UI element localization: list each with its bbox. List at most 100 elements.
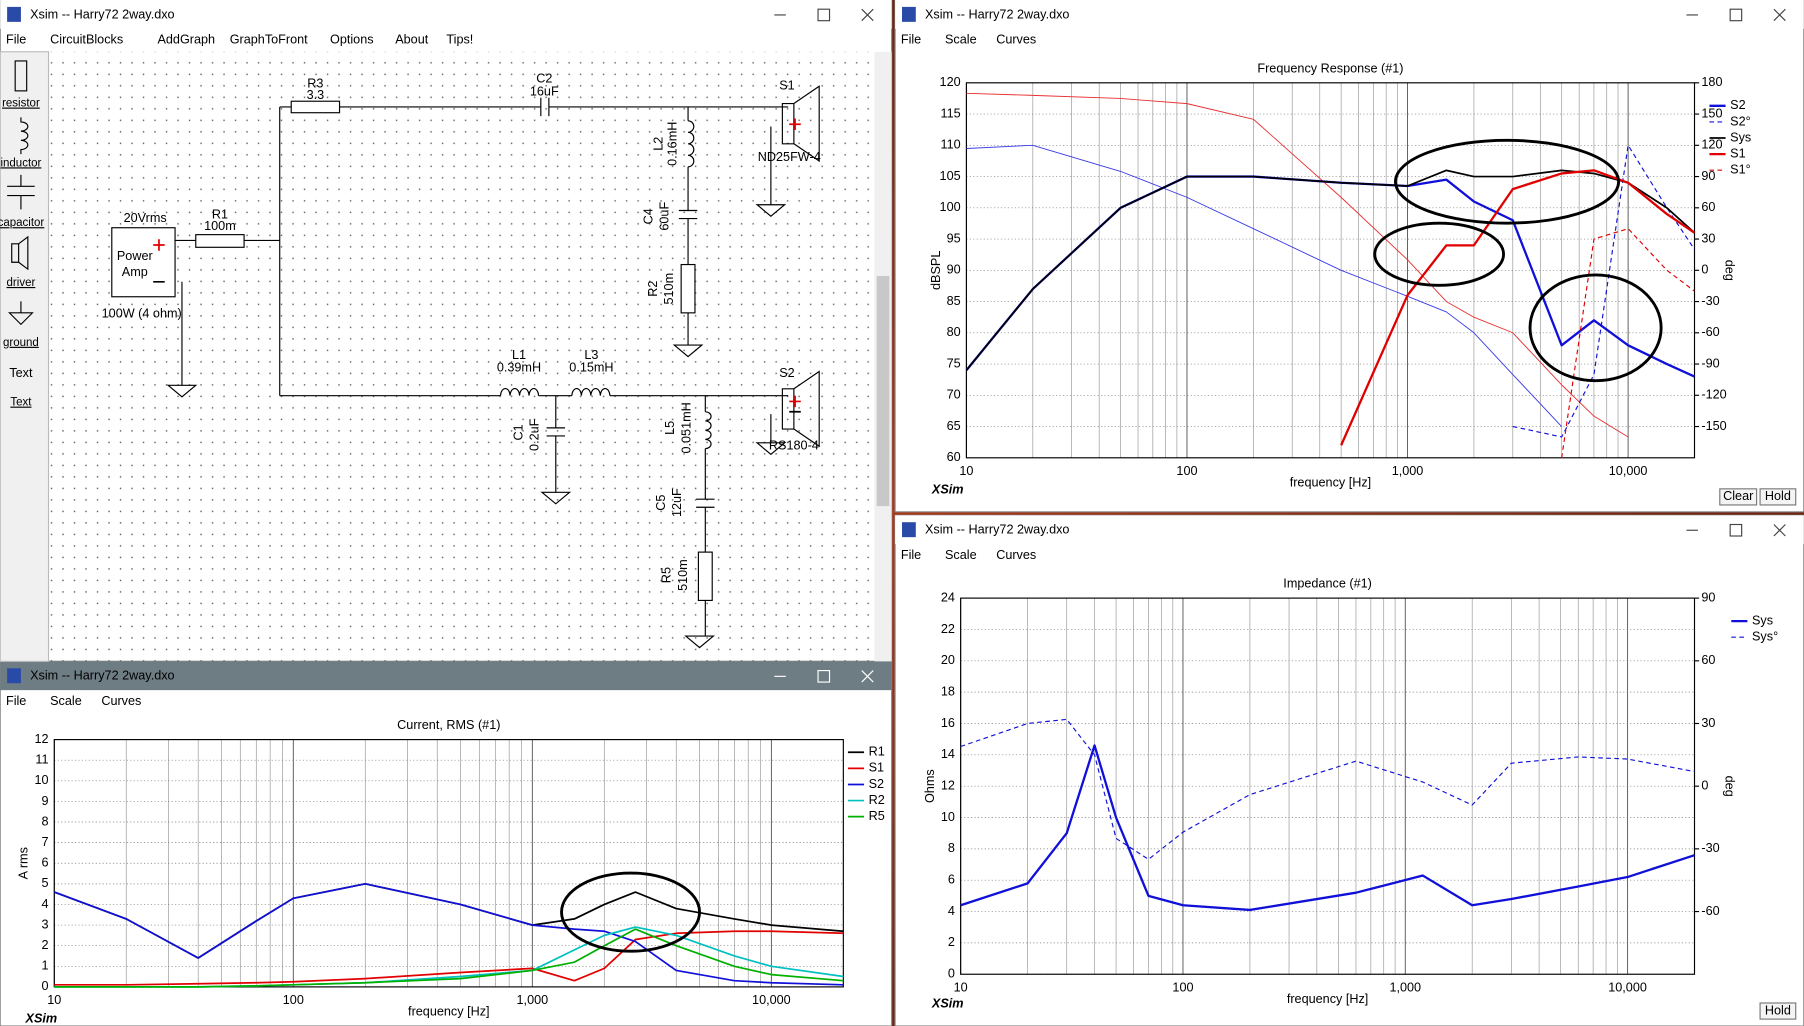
series-line <box>1512 144 1695 438</box>
x-axis-label: frequency [Hz] <box>1290 475 1372 489</box>
y2-tick-label: 0 <box>1701 263 1708 277</box>
app-icon <box>7 6 21 22</box>
menu-item[interactable]: About <box>395 33 429 47</box>
close-button[interactable] <box>1773 8 1786 22</box>
menu-item[interactable]: Curves <box>996 548 1036 562</box>
menu-item[interactable]: File <box>901 33 921 47</box>
component-label: S2 <box>779 366 794 380</box>
annotation <box>1528 273 1663 383</box>
y2-tick-label: 30 <box>1701 716 1715 730</box>
chart-title: Frequency Response (#1) <box>1257 61 1403 75</box>
y2-tick-label: -30 <box>1701 294 1719 308</box>
y-tick-label: 2 <box>948 935 955 949</box>
menu-item[interactable]: CircuitBlocks <box>50 33 123 47</box>
y2-tick-label: 0 <box>1701 779 1708 793</box>
maximize-button[interactable] <box>1729 8 1743 22</box>
y-tick-label: 75 <box>947 356 961 370</box>
toolbox <box>0 51 50 662</box>
menu-item[interactable]: Tips! <box>446 33 473 47</box>
source-rating: 100W (4 ohm) <box>102 306 182 320</box>
y-tick-label: 12 <box>34 732 48 746</box>
tool-label[interactable]: inductor <box>0 157 41 169</box>
component-label: C4 <box>641 208 655 224</box>
menu-item[interactable]: Curves <box>996 33 1036 47</box>
series-line <box>966 144 1562 427</box>
y-tick-label: 100 <box>940 200 961 214</box>
y2-tick-label: 90 <box>1701 590 1715 604</box>
tool-label[interactable]: ground <box>3 337 39 349</box>
button[interactable] <box>1759 1002 1797 1020</box>
component-label: C2 <box>536 72 552 86</box>
tool-label[interactable]: Text <box>10 397 32 409</box>
component-label: L1 <box>512 348 526 362</box>
component-label: R2 <box>646 281 660 297</box>
y-tick-label: 20 <box>941 653 955 667</box>
y2-tick-label: -60 <box>1701 904 1719 918</box>
x-axis-label: frequency [Hz] <box>408 1005 490 1019</box>
window-title: Xsim -- Harry72 2way.dxo <box>30 669 174 683</box>
brand: XSim <box>931 482 964 496</box>
tool-label[interactable]: driver <box>7 277 36 289</box>
y2-tick-label: 60 <box>1701 200 1715 214</box>
brand: XSim <box>931 996 964 1010</box>
wires <box>111 85 820 649</box>
component-value: 0.2uF <box>527 418 541 451</box>
maximize-button[interactable] <box>1729 523 1743 537</box>
title-bar <box>895 0 1804 29</box>
app-icon <box>902 6 916 22</box>
menu-item[interactable]: Scale <box>945 548 977 562</box>
annotation <box>1394 138 1621 225</box>
maximize-button[interactable] <box>817 8 831 22</box>
menu-item[interactable]: File <box>6 33 26 47</box>
canvas <box>48 51 875 662</box>
button[interactable] <box>1719 488 1758 506</box>
brand: XSim <box>25 1011 58 1025</box>
title-bar <box>0 0 892 29</box>
x-tick-label: 10,000 <box>1609 464 1648 478</box>
maximize-button[interactable] <box>817 670 831 683</box>
button[interactable] <box>1759 488 1797 506</box>
y-tick-label: 70 <box>947 388 961 402</box>
scroll-thumb[interactable] <box>876 276 890 507</box>
y-tick-label: 0 <box>42 979 49 993</box>
component-value: 3.3 <box>307 88 325 102</box>
window-title: Xsim -- Harry72 2way.dxo <box>30 7 174 21</box>
close-button[interactable] <box>1773 524 1786 537</box>
close-button[interactable] <box>861 8 874 22</box>
component-label: S1 <box>779 79 794 93</box>
menu-item[interactable]: GraphToFront <box>230 33 308 47</box>
menu-item[interactable]: Scale <box>50 694 82 708</box>
series-line <box>53 882 844 986</box>
y-tick-label: 14 <box>941 747 955 761</box>
y-tick-label: 11 <box>35 753 48 767</box>
menu-item[interactable]: AddGraph <box>157 33 215 47</box>
menu-item[interactable]: Scale <box>945 33 977 47</box>
series-line <box>54 930 844 986</box>
menu-item[interactable]: Curves <box>101 694 141 708</box>
y-tick-label: 90 <box>947 263 961 277</box>
tool-label[interactable]: capacitor <box>0 217 44 229</box>
plot-area <box>966 82 1695 458</box>
y-tick-label: 3 <box>42 917 49 931</box>
tool-label[interactable]: resistor <box>2 98 40 110</box>
y-axis-label: dBSPL <box>929 251 943 290</box>
title-bar <box>895 515 1804 545</box>
menu-item[interactable]: File <box>6 694 26 708</box>
tool-label[interactable]: Text <box>9 366 33 380</box>
y2-tick-label: -90 <box>1701 356 1719 370</box>
x-tick-label: 100 <box>283 993 304 1007</box>
series-line <box>960 718 1695 860</box>
series-line <box>960 744 1695 912</box>
menu-item[interactable]: Options <box>330 33 374 47</box>
y-tick-label: 6 <box>42 856 49 870</box>
x-tick-label: 1,000 <box>517 993 549 1007</box>
button-label[interactable]: Hold <box>1765 489 1791 503</box>
menu-item[interactable]: File <box>901 548 921 562</box>
button-label[interactable]: Clear <box>1723 489 1753 503</box>
close-button[interactable] <box>861 670 874 683</box>
button-label[interactable]: Hold <box>1765 1003 1791 1017</box>
y-tick-label: 6 <box>948 873 955 887</box>
x-tick-label: 1,000 <box>1389 980 1421 994</box>
y-tick-label: 10 <box>34 773 48 787</box>
y2-tick-label: -120 <box>1701 388 1726 402</box>
